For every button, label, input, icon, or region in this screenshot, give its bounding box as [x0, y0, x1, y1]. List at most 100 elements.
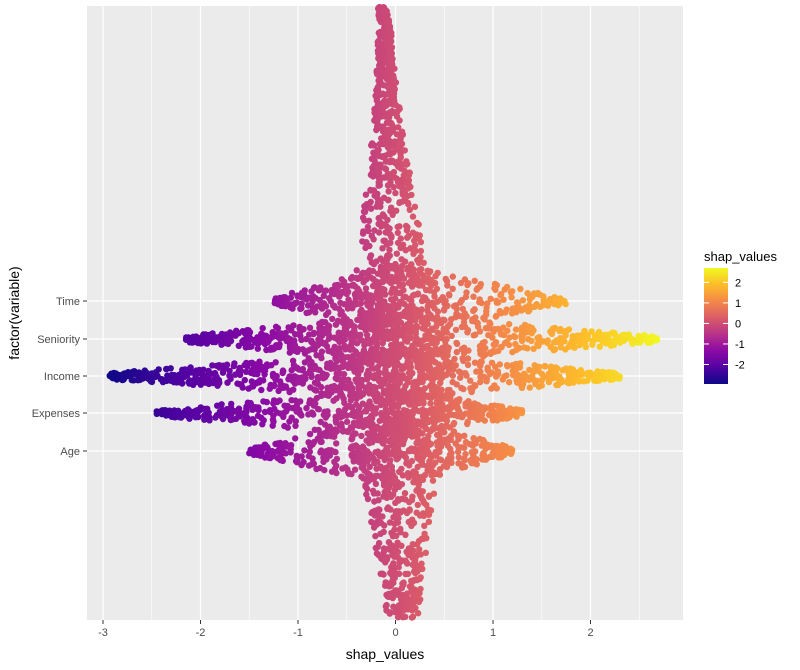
data-point [436, 466, 444, 473]
data-point [392, 322, 399, 329]
data-point [441, 395, 449, 402]
data-point [486, 320, 493, 327]
data-point [397, 596, 405, 603]
data-point [501, 286, 508, 293]
data-point [391, 376, 398, 383]
data-point [363, 485, 371, 492]
data-point [251, 419, 258, 426]
data-point [409, 213, 417, 220]
data-point [507, 288, 514, 296]
data-point [462, 403, 469, 410]
data-point [392, 79, 400, 86]
data-point [261, 408, 269, 416]
data-point [306, 448, 313, 455]
data-point [243, 408, 250, 416]
data-point [467, 457, 474, 464]
data-point [392, 438, 399, 445]
data-point [401, 490, 409, 497]
legend-tick-label: -2 [735, 359, 745, 371]
y-tick-label: Seniority [37, 334, 80, 346]
data-point [476, 343, 484, 350]
data-point [333, 357, 341, 365]
data-point [333, 455, 341, 463]
data-point [255, 406, 262, 414]
data-point [392, 570, 399, 577]
data-point [454, 432, 462, 439]
data-point [541, 363, 548, 370]
y-tick-label: Age [60, 446, 80, 458]
x-tick-label: -1 [293, 627, 303, 639]
data-point [324, 411, 331, 418]
data-point [392, 422, 399, 430]
data-point [390, 168, 398, 176]
data-point [452, 326, 460, 334]
data-point [351, 323, 358, 330]
data-point [318, 348, 326, 355]
data-point [457, 299, 464, 306]
data-point [482, 325, 490, 332]
data-point [458, 384, 465, 392]
data-point [408, 577, 415, 585]
data-point [419, 325, 426, 332]
data-point [420, 259, 427, 266]
data-point [340, 370, 348, 378]
data-point [464, 420, 471, 428]
data-point [569, 333, 576, 340]
data-point [409, 379, 417, 387]
data-point [376, 506, 383, 513]
data-point [406, 206, 413, 213]
data-point [385, 145, 393, 152]
data-point [349, 385, 356, 392]
data-point [383, 601, 390, 609]
data-point [351, 466, 359, 473]
data-point [432, 273, 439, 280]
data-point [372, 532, 379, 540]
data-point [353, 267, 360, 274]
data-point [478, 442, 485, 449]
data-point [490, 341, 497, 348]
data-point [413, 219, 421, 227]
data-point [488, 359, 496, 366]
data-point [519, 297, 527, 304]
data-point [464, 361, 472, 369]
data-point [403, 460, 410, 467]
data-point [373, 343, 381, 350]
data-point [209, 330, 216, 337]
data-point [385, 188, 392, 195]
legend-ticks: 2 1 0 -1 -2 [704, 277, 745, 371]
data-point [385, 196, 392, 204]
data-point [376, 182, 383, 189]
data-point [564, 379, 571, 386]
data-point [366, 463, 373, 471]
data-point [387, 609, 394, 616]
data-point [377, 199, 384, 206]
data-point [505, 321, 513, 328]
data-point [421, 522, 428, 529]
y-axis-title: factor(variable) [6, 266, 22, 359]
data-point [384, 410, 391, 417]
data-point [392, 338, 399, 345]
data-point [468, 449, 476, 456]
data-point [508, 294, 515, 301]
data-point [287, 442, 295, 449]
data-point [477, 373, 484, 380]
data-point [357, 410, 364, 418]
data-point [343, 412, 350, 419]
data-point [284, 405, 292, 412]
data-point [200, 366, 207, 373]
data-point [352, 295, 359, 303]
data-point [392, 415, 399, 422]
data-point [298, 300, 305, 307]
data-point [392, 388, 399, 396]
data-point [303, 404, 310, 412]
data-point [384, 11, 391, 19]
data-point [391, 86, 398, 93]
data-point [206, 417, 213, 424]
data-point [382, 401, 389, 408]
data-point [394, 229, 401, 236]
y-axis: Time Seniority Income Expenses Age [32, 296, 87, 458]
data-point [582, 370, 590, 378]
data-point [276, 397, 283, 404]
data-point [301, 447, 308, 454]
data-point [454, 448, 462, 456]
